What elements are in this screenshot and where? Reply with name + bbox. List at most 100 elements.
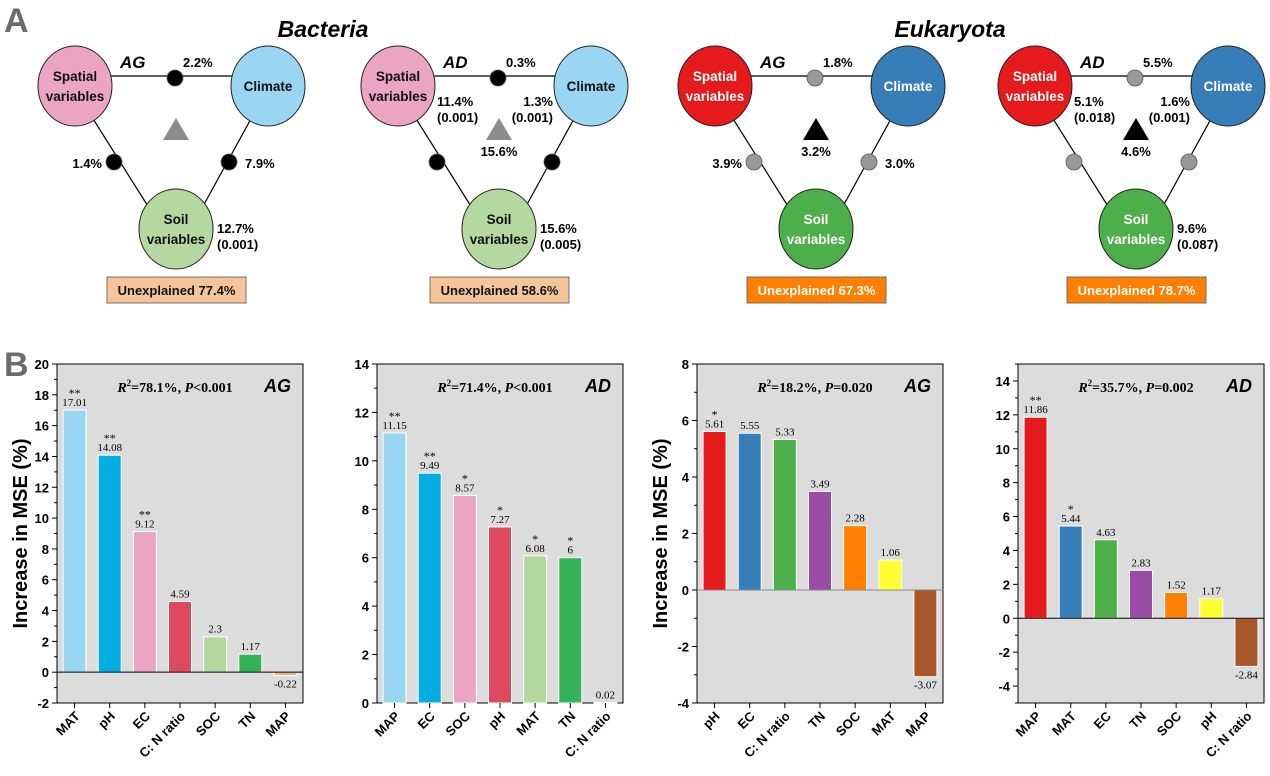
soil-unique-pct: (0.005) xyxy=(540,237,581,252)
y-tick-label: 8 xyxy=(1003,476,1010,491)
bar-tn xyxy=(238,653,263,673)
x-tick-label: EC xyxy=(734,708,758,732)
x-tick-label: EC xyxy=(414,708,438,732)
shared-all-pct: 3.2% xyxy=(801,144,831,159)
bar-c-n-ratio xyxy=(168,600,192,673)
x-tick-label: TN xyxy=(556,709,579,732)
y-axis-label: Increase in MSE (%) xyxy=(650,438,672,628)
chart-tag: AG xyxy=(263,376,291,396)
y-tick-label: 0 xyxy=(362,696,369,711)
diagram-tag: AD xyxy=(442,53,468,72)
bar-value-label: 17.01 xyxy=(62,397,87,409)
y-tick-label: 14 xyxy=(35,449,50,464)
x-tick-label: SOC xyxy=(1154,708,1185,739)
r2-symbol: R xyxy=(1077,381,1087,396)
x-tick-label: MAP xyxy=(1013,708,1044,739)
significance-marker: * xyxy=(1068,502,1074,516)
bar-c-n-ratio xyxy=(1234,617,1259,667)
chart-tag: AG xyxy=(903,376,931,396)
shared-fraction-dot xyxy=(105,153,123,171)
spatial-variables-label: Spatial xyxy=(53,69,97,84)
unexplained-label: Unexplained 58.6% xyxy=(441,283,559,298)
y-tick-label: 12 xyxy=(355,405,369,420)
r2-superscript: 2 xyxy=(127,378,132,388)
soil-variables-circle xyxy=(1098,188,1174,270)
significance-marker: * xyxy=(462,471,468,485)
soil-variables-circle xyxy=(461,188,537,270)
shared-spatial-climate-pct: 2.2% xyxy=(183,55,213,70)
significance-marker: ** xyxy=(1030,393,1042,407)
spatial-variables-label: variables xyxy=(1006,89,1065,104)
bar-soc xyxy=(452,494,477,704)
y-tick-label: 6 xyxy=(42,573,49,588)
soil-unique-pct: 9.6% xyxy=(1177,221,1207,236)
p-value: <0.001 xyxy=(193,381,232,396)
shared-all-triangle xyxy=(1123,118,1149,140)
y-tick-label: -4 xyxy=(677,696,689,711)
bar-value-label: 5.61 xyxy=(705,419,724,431)
climate-circle xyxy=(553,45,629,127)
climate-label: Climate xyxy=(244,79,293,94)
significance-marker: * xyxy=(532,532,538,546)
significance-marker: ** xyxy=(389,409,401,423)
bar-value-label: 7.27 xyxy=(490,514,510,526)
bar-soc xyxy=(1164,591,1189,619)
climate-unique-pct: 1.3% xyxy=(523,94,553,109)
bar-map xyxy=(913,589,938,678)
shared-fraction-dot xyxy=(166,69,184,87)
unexplained-box xyxy=(106,276,247,304)
x-tick-label: MAT xyxy=(513,708,543,738)
climate-unique-pct: (0.001) xyxy=(512,110,553,125)
r2-symbol: R xyxy=(756,381,766,396)
bar-value-label: -2.84 xyxy=(1235,669,1258,681)
y-tick-label: 4 xyxy=(682,470,690,485)
bar-value-label: 5.55 xyxy=(740,420,760,432)
y-tick-label: -2 xyxy=(998,645,1010,660)
y-tick-label: 10 xyxy=(996,442,1010,457)
y-tick-label: 4 xyxy=(42,604,50,619)
bar-value-label: 6.08 xyxy=(526,543,546,555)
shared-spatial-climate-pct: 1.8% xyxy=(823,55,853,70)
x-tick-label: pH xyxy=(485,709,508,732)
y-tick-label: 0 xyxy=(1003,611,1010,626)
bar-value-label: 9.49 xyxy=(420,460,440,472)
bar-mat xyxy=(62,409,87,673)
bar-value-label: 1.17 xyxy=(241,641,261,653)
significance-marker: ** xyxy=(424,449,436,463)
x-tick-label: MAT xyxy=(53,708,83,738)
bar-mat xyxy=(878,559,903,591)
x-tick-label: SOC xyxy=(193,708,224,739)
soil-variables-label: variables xyxy=(470,232,529,247)
y-tick-label: 12 xyxy=(35,480,49,495)
climate-circle xyxy=(230,45,306,127)
unexplained-box xyxy=(429,276,570,304)
venn-diagram-ag: Spatial variables Climate Soil variables AG 1.… xyxy=(677,45,946,304)
bar-value-label: 1.52 xyxy=(1167,579,1186,591)
bar-value-label: 8.57 xyxy=(455,482,475,494)
chart-tag: AD xyxy=(584,376,611,396)
shared-spatial-soil-pct: 1.4% xyxy=(72,156,102,171)
bar-ec xyxy=(132,531,157,673)
bar-mat xyxy=(1058,525,1083,619)
venn-diagram-ag: Spatial variables Climate Soil variables AG 2.… xyxy=(37,45,306,304)
soil-unique-pct: (0.087) xyxy=(1177,237,1218,252)
x-tick-label: EC xyxy=(1091,708,1115,732)
bar-value-label: 2.83 xyxy=(1131,557,1151,569)
x-tick-label: TN xyxy=(805,709,828,732)
y-tick-label: 4 xyxy=(1003,543,1011,558)
soil-unique-pct: 12.7% xyxy=(217,221,254,236)
model-statistics: R2=78.1%, P<0.001 xyxy=(116,378,232,396)
bar-tn xyxy=(808,490,832,591)
y-tick-label: 2 xyxy=(42,634,49,649)
r2-symbol: R xyxy=(436,381,446,396)
bar-value-label: 4.63 xyxy=(1096,527,1116,539)
y-tick-label: 6 xyxy=(682,414,689,429)
shared-fraction-dot xyxy=(1126,69,1144,87)
shared-fraction-dot xyxy=(543,153,561,171)
y-tick-label: 12 xyxy=(996,408,1010,423)
bar-c-n-ratio xyxy=(772,438,797,591)
bar-ec xyxy=(737,432,762,591)
spatial-variables-label: variables xyxy=(686,89,745,104)
spatial-variables-label: variables xyxy=(46,89,105,104)
spatial-variables-label: Spatial xyxy=(1013,69,1057,84)
